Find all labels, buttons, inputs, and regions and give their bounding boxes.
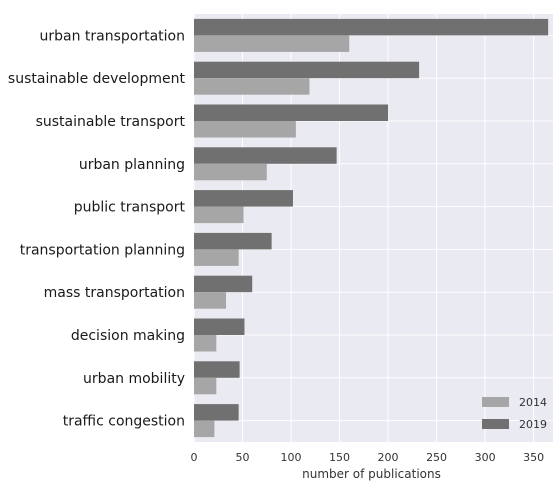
bars [194, 18, 549, 438]
bar-2014 [194, 377, 217, 395]
x-tick-label: 250 [426, 451, 447, 464]
bar-2014 [194, 163, 267, 181]
x-tick-label: 350 [523, 451, 544, 464]
category-label: decision making [71, 328, 185, 344]
bar-2014 [194, 78, 310, 95]
bar-2019 [194, 61, 420, 79]
bar-2014 [194, 249, 239, 266]
category-labels: urban transportation sustainable developm… [8, 28, 186, 429]
category-label: traffic congestion [63, 414, 185, 430]
category-label: urban transportation [39, 28, 185, 44]
bar-2019 [194, 190, 293, 207]
x-axis-title: number of publications [302, 467, 441, 481]
bar-2019 [194, 361, 240, 378]
category-label: sustainable transport [36, 114, 186, 130]
bar-2014 [194, 206, 244, 224]
legend-swatch-2019 [482, 419, 509, 429]
bar-2019 [194, 232, 272, 250]
legend-swatch-2014 [482, 397, 509, 407]
x-tick-label: 150 [329, 451, 350, 464]
bar-2019 [194, 318, 245, 335]
bar-2014 [194, 121, 296, 138]
x-tick-label: 0 [191, 451, 198, 464]
bar-2019 [194, 275, 253, 293]
category-label: transportation planning [20, 242, 185, 258]
bar-2014 [194, 335, 217, 352]
category-label: public transport [74, 200, 186, 216]
bar-2019 [194, 18, 549, 36]
legend-label-2019: 2019 [519, 418, 547, 431]
legend-label-2014: 2014 [519, 396, 547, 409]
category-label: sustainable development [8, 71, 186, 87]
bar-2019 [194, 404, 239, 421]
x-tick-label: 100 [281, 451, 302, 464]
category-label: mass transportation [44, 285, 185, 301]
x-tick-label: 300 [475, 451, 496, 464]
category-label: urban mobility [83, 371, 185, 387]
x-tick-label: 200 [378, 451, 399, 464]
legend: 2014 2019 [482, 396, 547, 431]
bar-2019 [194, 104, 389, 121]
bar-2014 [194, 292, 227, 309]
bar-2014 [194, 35, 350, 52]
x-tick-label: 50 [236, 451, 250, 464]
category-label: urban planning [79, 157, 185, 173]
bar-2019 [194, 147, 337, 164]
bar-2014 [194, 420, 215, 438]
x-axis-ticks: 0 50 100 150 200 250 300 350 [191, 451, 545, 464]
